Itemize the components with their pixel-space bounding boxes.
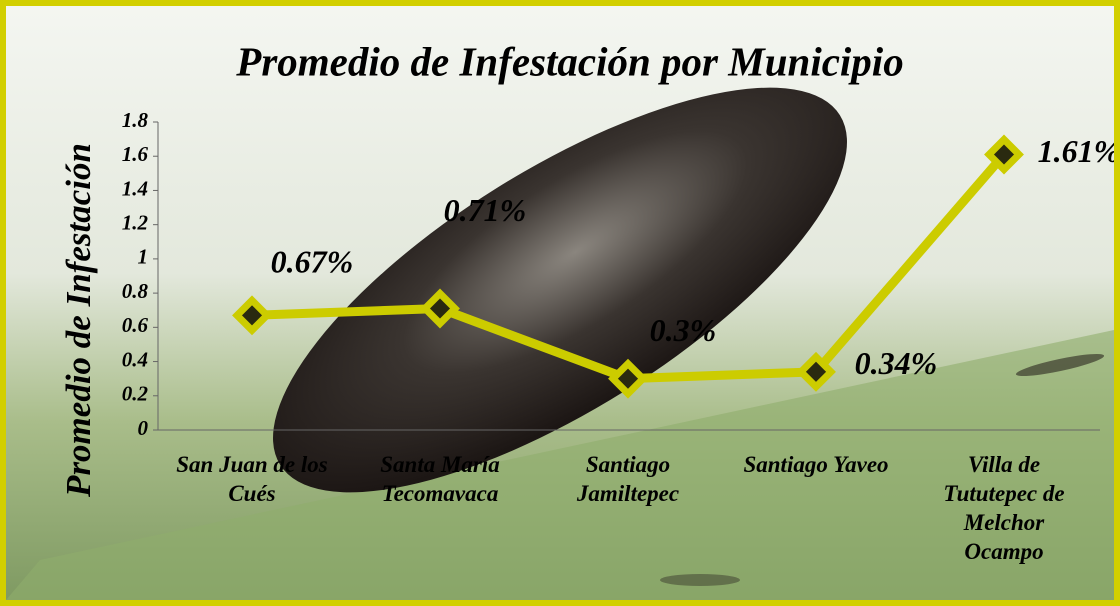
y-tick-label: 1 <box>138 245 149 269</box>
x-tick-label: Santiago Jamiltepec <box>576 452 680 506</box>
y-tick-label: 0.2 <box>122 382 149 406</box>
marker <box>796 351 836 392</box>
leaf <box>6 330 1114 600</box>
y-tick-label: 1.4 <box>122 176 148 200</box>
x-tick-label: San Juan de los Cués <box>176 452 328 506</box>
insect <box>273 87 847 493</box>
marker <box>420 288 460 329</box>
y-tick-label: 0 <box>138 416 149 440</box>
x-tick-label: Santa María Tecomavaca <box>380 452 500 506</box>
y-tick-label: 0.6 <box>122 313 149 337</box>
y-tick-label: 1.8 <box>122 108 149 132</box>
chart-title: Promedio de Infestación por Municipio <box>235 38 903 84</box>
data-label: 0.67% <box>271 244 354 280</box>
spot <box>1015 353 1105 377</box>
data-label: 0.71% <box>444 192 527 228</box>
x-tick-label: Santiago Yaveo <box>743 452 889 477</box>
marker <box>608 358 648 399</box>
data-label: 1.61% <box>1038 133 1114 169</box>
data-label: 0.34% <box>855 345 938 381</box>
y-axis-label: Promedio de Infestación <box>59 143 98 498</box>
y-tick-label: 1.2 <box>122 210 149 234</box>
y-tick-label: 0.4 <box>122 347 148 371</box>
x-tick-label: Villa de Tututepec de Melchor Ocampo <box>943 452 1065 564</box>
marker <box>984 134 1024 175</box>
data-label: 0.3% <box>650 312 717 348</box>
marker <box>232 295 272 336</box>
y-tick-label: 1.6 <box>122 142 149 166</box>
chart-svg: Promedio de Infestación por Municipio Pr… <box>6 6 1114 600</box>
y-tick-label: 0.8 <box>122 279 149 303</box>
spot <box>660 574 740 586</box>
